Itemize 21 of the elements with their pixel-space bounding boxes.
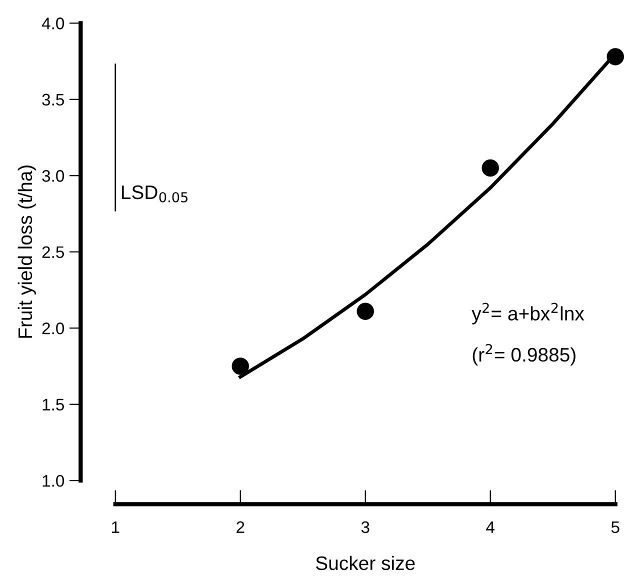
x-tick-label: 2 xyxy=(236,521,244,533)
point xyxy=(482,159,499,177)
y-axis-title: Fruit yield loss (t/ha) xyxy=(18,166,36,338)
y-tick-label: 1.5 xyxy=(42,398,64,411)
annotation: (r$^{2}$= 0.9885) xyxy=(472,344,576,366)
point xyxy=(606,48,624,66)
x-tick-label: 1 xyxy=(112,521,120,533)
y-tick-label: 3.0 xyxy=(42,170,64,182)
y-tick-label: 3.5 xyxy=(42,94,64,106)
y-tick-label: 4.0 xyxy=(42,18,64,30)
point xyxy=(232,358,249,375)
y-tick-label: 2.0 xyxy=(42,322,64,334)
x-tick-label: 5 xyxy=(611,521,620,534)
x-tick-label: 4 xyxy=(486,521,495,533)
annotation: y$^{2}$= a+bx$^{2}$lnx xyxy=(472,302,584,324)
x-tick-label: 3 xyxy=(361,521,370,534)
y-tick-label: 1.0 xyxy=(42,474,64,487)
point xyxy=(356,302,374,320)
x-axis-title: Sucker size xyxy=(316,556,415,570)
series-label: LSD$_{0.05}$ xyxy=(122,185,188,202)
y-tick-label: 2.5 xyxy=(42,246,64,258)
